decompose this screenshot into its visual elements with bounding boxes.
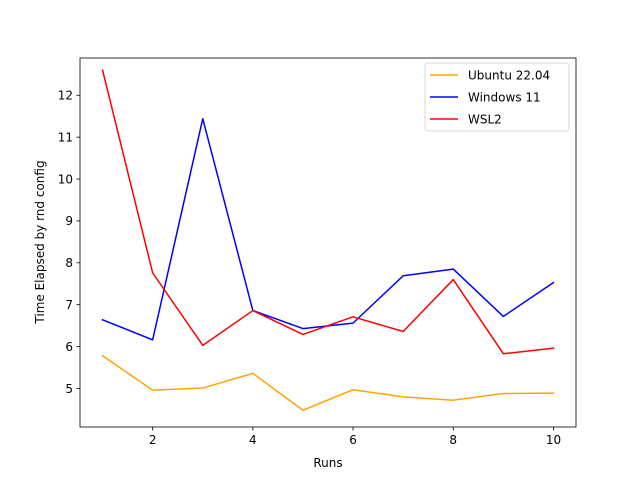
y-tick-label: 8 — [65, 256, 73, 270]
x-tick-label: 2 — [149, 433, 157, 447]
legend-box — [424, 62, 570, 132]
x-tick-label: 6 — [349, 433, 357, 447]
legend: Ubuntu 22.04 Windows 11 WSL2 — [424, 62, 570, 132]
series-line-0 — [101, 354, 555, 411]
y-tick-label: 6 — [65, 340, 73, 354]
x-tick-label: 8 — [449, 433, 457, 447]
legend-label-2: WSL2 — [468, 112, 502, 126]
legend-label-1: Windows 11 — [468, 90, 541, 104]
plot-frame — [79, 57, 577, 428]
series-line-2 — [101, 69, 555, 355]
x-tick-label: 4 — [249, 433, 257, 447]
y-tick-label: 11 — [58, 130, 73, 144]
y-tick-label: 5 — [65, 382, 73, 396]
x-tick-label: 10 — [546, 433, 561, 447]
x-axis-label: Runs — [313, 456, 342, 470]
y-tick-label: 7 — [65, 298, 73, 312]
axes: 2 4 6 8 10 5 6 7 8 9 10 11 12 — [58, 57, 577, 447]
y-axis-label: Time Elapsed by rnd config — [33, 160, 47, 324]
legend-label-0: Ubuntu 22.04 — [468, 68, 550, 82]
y-tick-label: 9 — [65, 214, 73, 228]
series-lines — [101, 69, 555, 411]
y-tick-label: 12 — [58, 89, 73, 103]
y-tick-label: 10 — [58, 172, 73, 186]
